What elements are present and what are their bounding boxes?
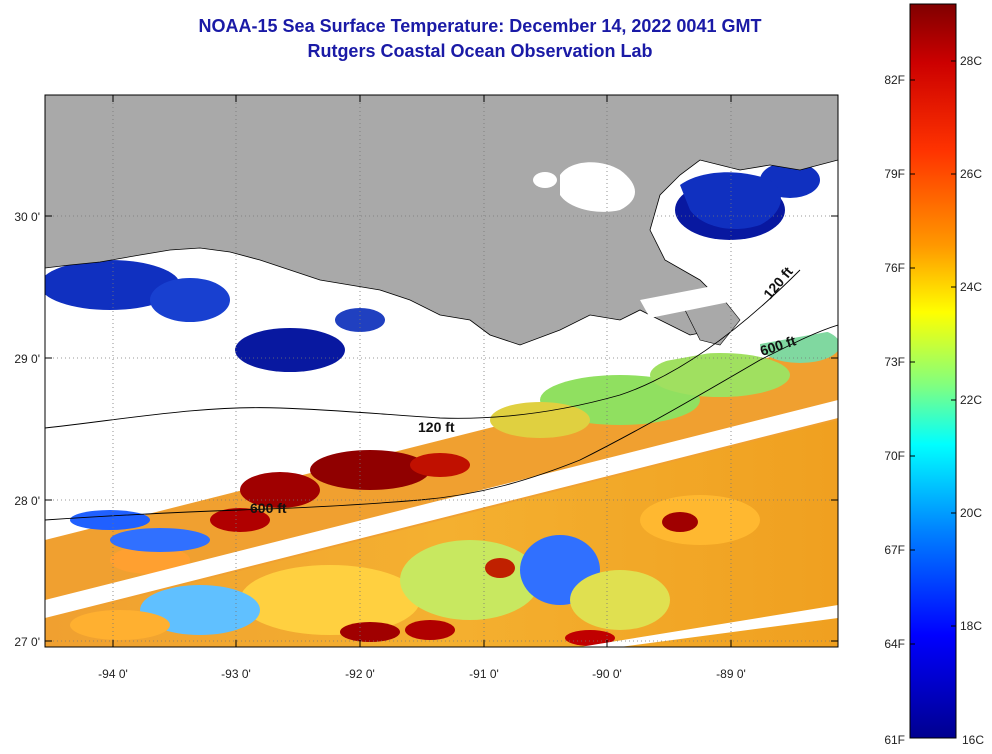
lon-label-91: -91 0' (469, 667, 499, 681)
colorbar-label-28c: 28C (960, 54, 982, 68)
colorbar-label-61f: 61F (884, 733, 905, 747)
colorbar-label-67f: 67F (884, 543, 905, 557)
lat-label-30: 30 0' (14, 210, 40, 224)
colorbar-label-16c: 16C (962, 733, 984, 747)
colorbar-label-73f: 73F (884, 355, 905, 369)
lon-label-93: -93 0' (221, 667, 251, 681)
colorbar-label-76f: 76F (884, 261, 905, 275)
colorbar-label-22c: 22C (960, 393, 982, 407)
colorbar-label-20c: 20C (960, 506, 982, 520)
swath-gap-south (580, 605, 838, 647)
swath-gap-main (45, 400, 838, 618)
colorbar-label-24c: 24C (960, 280, 982, 294)
hot-spots-north (110, 450, 470, 574)
inland-cloud (560, 162, 635, 212)
frame-ticks (45, 95, 838, 647)
title-line-2: Rutgers Coastal Ocean Observation Lab (307, 41, 653, 61)
contour-120ft (45, 269, 801, 429)
colorbar-label-18c: 18C (960, 619, 982, 633)
hot-spots-south (340, 512, 698, 646)
gridlines (45, 95, 838, 647)
colorbar-ticks-f (910, 60, 956, 645)
lat-label-29: 29 0' (14, 352, 40, 366)
swath-gap-north (640, 262, 838, 318)
lat-label-27: 27 0' (14, 635, 40, 649)
land-louisiana (45, 95, 838, 346)
colorbar-label-26c: 26C (960, 167, 982, 181)
colorbar-label-82f: 82F (884, 73, 905, 87)
colorbar-label-64f: 64F (884, 637, 905, 651)
title-line-1: NOAA-15 Sea Surface Temperature: Decembe… (198, 16, 762, 36)
contour-label-600ft-west: 600 ft (250, 500, 287, 516)
contour-600ft (45, 324, 838, 521)
colorbar: 82F 79F 76F 73F 70F 67F 64F 61F 28C 26C … (884, 3, 984, 747)
lon-label-92: -92 0' (345, 667, 375, 681)
colorbar-label-79f: 79F (884, 167, 905, 181)
inland-cloud-small (533, 172, 557, 188)
map-frame (44, 94, 839, 648)
lat-label-28: 28 0' (14, 494, 40, 508)
colorbar-label-70f: 70F (884, 449, 905, 463)
lon-label-90: -90 0' (592, 667, 622, 681)
map-plot-area: 120 ft 600 ft 600 ft 120 ft (45, 95, 838, 647)
lon-label-89: -89 0' (716, 667, 746, 681)
colorbar-gradient (909, 3, 957, 739)
lon-label-94: -94 0' (98, 667, 128, 681)
contour-label-120ft: 120 ft (418, 419, 455, 435)
lake-pontchartrain (680, 172, 781, 230)
